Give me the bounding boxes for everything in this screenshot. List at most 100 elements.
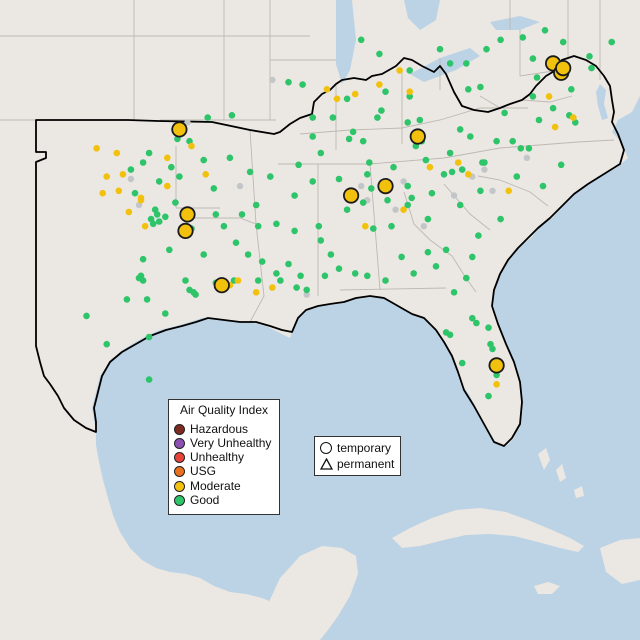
station-marker-moderate	[164, 154, 171, 162]
station-marker-good	[309, 133, 317, 140]
station-marker-good	[192, 291, 199, 298]
station-marker-good	[123, 296, 131, 303]
station-marker-no-data	[127, 175, 135, 183]
station-marker-good	[456, 126, 464, 133]
station-marker-moderate	[93, 145, 100, 152]
station-marker-good	[155, 178, 163, 185]
temporary-monitor-marker	[555, 59, 572, 77]
station-marker-moderate	[545, 93, 553, 100]
station-marker-moderate	[137, 196, 145, 204]
station-marker-moderate	[141, 222, 149, 230]
moderate-swatch	[174, 480, 185, 492]
station-marker-good	[422, 156, 430, 164]
station-marker-good	[343, 95, 351, 103]
station-marker-no-data	[358, 182, 365, 190]
station-marker-moderate	[551, 123, 559, 131]
very-unhealthy-swatch	[174, 437, 185, 449]
legend-label: Hazardous	[190, 422, 249, 436]
station-marker-good	[359, 137, 367, 145]
station-marker-good	[368, 185, 375, 192]
station-marker-good	[388, 222, 395, 230]
station-marker-no-data	[400, 178, 407, 185]
station-marker-moderate	[188, 142, 195, 150]
station-marker-good	[436, 45, 444, 53]
station-marker-good	[309, 178, 317, 185]
station-marker-good	[149, 220, 157, 228]
station-marker-moderate	[252, 289, 260, 296]
station-marker-good	[246, 168, 254, 176]
station-marker-good	[162, 310, 169, 317]
station-marker-good	[410, 270, 418, 277]
station-marker-good	[166, 246, 173, 254]
yucatan-land	[262, 546, 358, 640]
station-marker-good	[378, 107, 385, 114]
station-marker-good	[329, 114, 337, 121]
station-marker-moderate	[505, 187, 512, 195]
station-marker-no-data	[236, 182, 244, 190]
legend-item-temporary: temporary	[320, 440, 391, 456]
station-marker-good	[513, 173, 521, 180]
station-marker-good	[291, 227, 298, 235]
station-marker-good	[285, 78, 292, 86]
station-marker-good	[382, 277, 389, 284]
station-marker-good	[232, 239, 240, 246]
station-marker-good	[408, 194, 416, 202]
station-marker-good	[469, 253, 476, 261]
station-marker-good	[404, 119, 412, 126]
station-marker-moderate	[333, 95, 341, 103]
station-marker-good	[442, 329, 450, 336]
jamaica-land	[534, 582, 560, 594]
station-marker-moderate	[426, 163, 434, 171]
station-marker-good	[458, 359, 466, 367]
circle-icon	[320, 442, 332, 454]
station-marker-good	[588, 64, 595, 72]
station-marker-no-data	[184, 119, 191, 126]
station-marker-moderate	[113, 149, 121, 157]
station-marker-good	[349, 128, 357, 136]
station-marker-good	[475, 232, 482, 239]
lake-huron	[404, 0, 440, 30]
station-marker-good	[200, 156, 207, 164]
legend-label: Moderate	[190, 479, 241, 493]
station-marker-good	[139, 255, 147, 263]
station-marker-moderate	[376, 81, 383, 88]
station-marker-good	[479, 159, 486, 166]
moderate-stations	[93, 67, 577, 388]
station-marker-good	[473, 319, 480, 327]
station-marker-moderate	[362, 222, 369, 230]
station-marker-good	[428, 189, 436, 197]
station-marker-moderate	[115, 187, 123, 195]
station-marker-good	[315, 222, 323, 230]
station-marker-moderate	[454, 159, 462, 166]
station-marker-good	[351, 270, 359, 277]
station-marker-good	[295, 161, 302, 169]
hazardous-swatch	[174, 423, 185, 435]
station-marker-good	[273, 270, 280, 277]
legend-item-hazardous: Hazardous	[174, 422, 248, 436]
station-marker-moderate	[465, 171, 472, 178]
station-marker-good	[309, 114, 317, 121]
station-marker-good	[432, 263, 440, 270]
station-marker-good	[463, 60, 470, 67]
legend-label: Unhealthy	[190, 450, 245, 464]
station-marker-good	[267, 173, 274, 180]
station-marker-good	[608, 38, 615, 46]
legend-item-unhealthy: Unhealthy	[174, 450, 244, 464]
station-marker-good	[529, 93, 537, 100]
station-marker-good	[366, 159, 373, 166]
station-marker-moderate	[119, 171, 127, 178]
aqi-legend-title: Air Quality Index	[179, 403, 269, 417]
legend-item-usg: USG	[174, 464, 216, 478]
station-marker-good	[448, 168, 456, 176]
station-marker-good	[489, 345, 496, 353]
station-marker-good	[469, 314, 476, 322]
station-marker-moderate	[351, 90, 359, 98]
station-marker-moderate	[202, 171, 209, 178]
legend-item-permanent: permanent	[320, 456, 394, 472]
station-marker-good	[317, 237, 325, 244]
station-marker-good	[424, 215, 432, 223]
station-marker-no-data	[420, 223, 427, 230]
station-marker-good	[139, 159, 147, 166]
station-marker-good	[277, 277, 284, 284]
station-marker-good	[220, 222, 228, 230]
